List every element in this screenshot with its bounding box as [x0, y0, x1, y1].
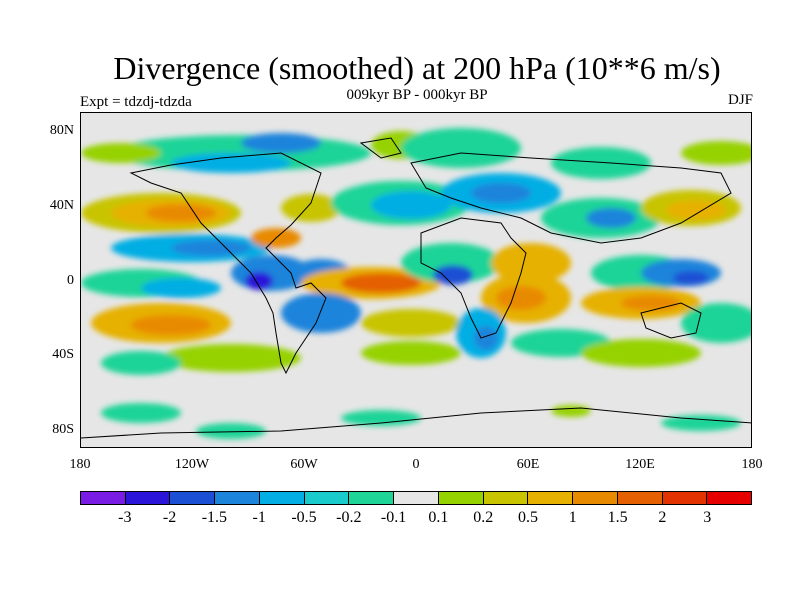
- colorbar-label: -1: [252, 509, 266, 526]
- colorbar-swatch: [304, 492, 350, 504]
- lat-label-equator: 0: [67, 273, 74, 288]
- colorbar-label: -0.2: [336, 509, 362, 526]
- lat-label-40s: 40S: [52, 347, 74, 362]
- colorbar-swatch: [662, 492, 708, 504]
- colorbar-swatch: [707, 492, 752, 504]
- colorbar-swatch: [438, 492, 484, 504]
- colorbar-swatch: [170, 492, 216, 504]
- colorbar-label: -3: [118, 509, 132, 526]
- colorbar-swatch: [483, 492, 529, 504]
- map-subtitle: 009kyr BP - 000kyr BP: [346, 87, 488, 103]
- colorbar-swatch: [394, 492, 439, 504]
- divergence-field: [81, 128, 751, 439]
- colorbar-label: -0.5: [291, 509, 317, 526]
- lon-label-180w: 180: [69, 457, 91, 472]
- lon-label-120e: 120E: [625, 457, 655, 472]
- lon-label-60w: 60W: [290, 457, 318, 472]
- coastlines: [81, 137, 751, 439]
- colorbar-swatch: [125, 492, 171, 504]
- colorbar-swatch: [573, 492, 618, 504]
- season-label: DJF: [727, 92, 753, 108]
- colorbar-label: 0.1: [428, 509, 449, 526]
- colorbar-swatch: [349, 492, 395, 504]
- lat-label-80n: 80N: [49, 123, 74, 138]
- colorbar-label: -0.1: [380, 509, 407, 526]
- colorbar-label: 3: [703, 509, 712, 526]
- colorbar-swatch: [259, 492, 305, 504]
- map-title: Divergence (smoothed) at 200 hPa (10**6 …: [113, 50, 721, 86]
- colorbar-swatch: [215, 492, 260, 504]
- map-plot-area: [80, 112, 752, 448]
- colorbar-label: 1.5: [607, 509, 628, 526]
- colorbar-swatch: [528, 492, 574, 504]
- colorbar: [80, 491, 752, 505]
- colorbar-swatch: [617, 492, 663, 504]
- colorbar-label: -1.5: [201, 509, 228, 526]
- lon-label-120w: 120W: [174, 457, 210, 472]
- colorbar-swatch: [81, 492, 126, 504]
- colorbar-label: 0.2: [473, 509, 494, 526]
- lon-label-180e: 180: [741, 457, 763, 472]
- divergence-map: [81, 113, 751, 447]
- colorbar-label: 0.5: [518, 509, 538, 526]
- colorbar-label: 2: [658, 509, 667, 526]
- colorbar-label: -2: [162, 509, 177, 526]
- experiment-label: Expt = tdzdj-tdzda: [80, 94, 192, 110]
- lat-label-40n: 40N: [49, 198, 74, 213]
- lon-label-0: 0: [412, 457, 420, 472]
- colorbar-label: 1: [568, 509, 577, 526]
- lon-label-60e: 60E: [516, 457, 540, 472]
- lat-label-80s: 80S: [52, 422, 74, 437]
